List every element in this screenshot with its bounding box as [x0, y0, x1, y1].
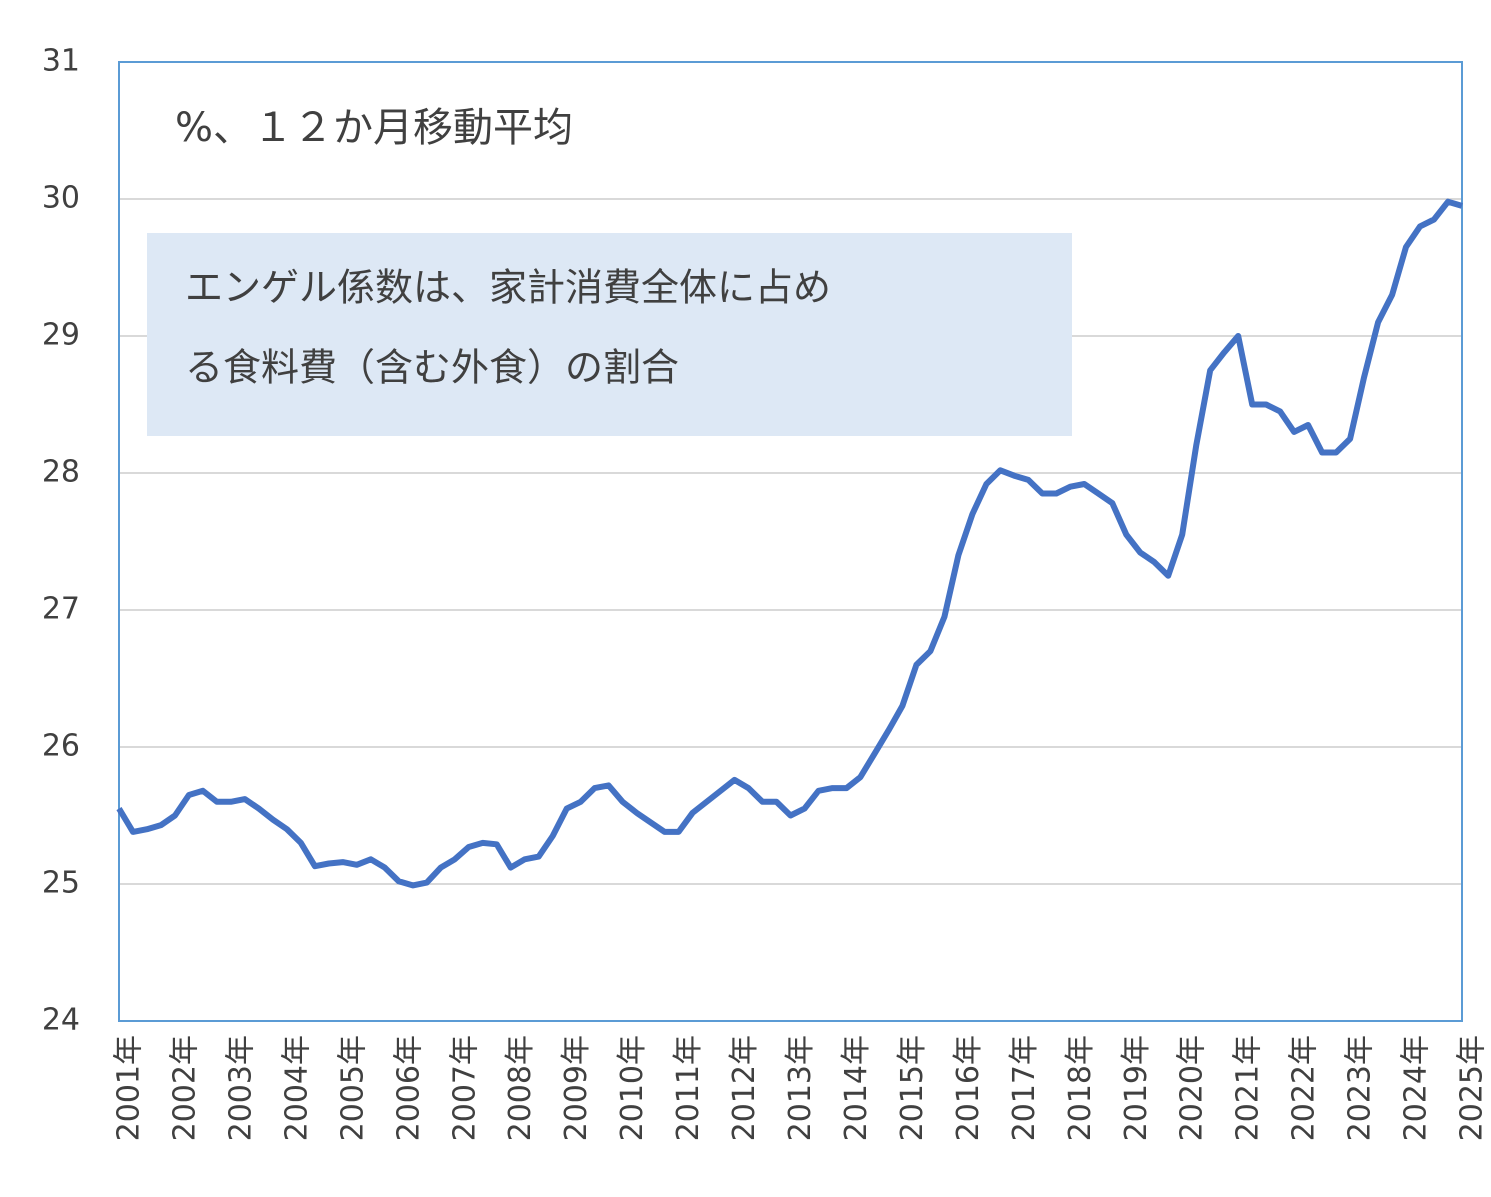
note-box — [147, 233, 1072, 436]
x-tick-label: 2017年 — [1007, 1035, 1042, 1141]
x-tick-label: 2019年 — [1119, 1035, 1154, 1141]
x-tick-label: 2005年 — [335, 1035, 370, 1141]
x-tick-label: 2014年 — [839, 1035, 874, 1141]
x-tick-label: 2010年 — [615, 1035, 650, 1141]
x-tick-label: 2015年 — [895, 1035, 930, 1141]
x-tick-label: 2024年 — [1399, 1035, 1434, 1141]
y-tick-label: 27 — [42, 592, 80, 627]
y-tick-label: 26 — [42, 729, 80, 764]
x-tick-label: 2023年 — [1343, 1035, 1378, 1141]
x-tick-label: 2020年 — [1175, 1035, 1210, 1141]
x-tick-label: 2007年 — [447, 1035, 482, 1141]
note-text: る食料費（含む外食）の割合 — [185, 346, 679, 390]
y-tick-label: 28 — [42, 455, 80, 490]
note-text: エンゲル係数は、家計消費全体に占め — [185, 266, 831, 310]
y-tick-label: 24 — [42, 1003, 80, 1038]
x-tick-label: 2011年 — [671, 1035, 706, 1141]
x-tick-label: 2006年 — [391, 1035, 426, 1141]
annotation: %、１２か月移動平均 — [175, 105, 573, 151]
x-tick-label: 2004年 — [279, 1035, 314, 1141]
y-tick-label: 25 — [42, 866, 80, 901]
x-tick-label: 2008年 — [503, 1035, 538, 1141]
x-tick-label: 2001年 — [112, 1035, 147, 1141]
x-tick-label: 2009年 — [559, 1035, 594, 1141]
y-tick-label: 30 — [42, 181, 80, 216]
x-tick-label: 2012年 — [727, 1035, 762, 1141]
y-tick-label: 31 — [42, 44, 80, 79]
plot-frame — [118, 61, 1463, 1022]
x-tick-label: 2013年 — [783, 1035, 818, 1141]
x-tick-label: 2025年 — [1455, 1035, 1490, 1141]
data-line — [116, 198, 1463, 889]
y-tick-label: 29 — [42, 318, 80, 353]
x-tick-label: 2003年 — [223, 1035, 258, 1141]
x-tick-label: 2018年 — [1063, 1035, 1098, 1141]
x-tick-label: 2016年 — [951, 1035, 986, 1141]
x-tick-label: 2021年 — [1231, 1035, 1266, 1141]
x-tick-label: 2002年 — [167, 1035, 202, 1141]
x-tick-label: 2022年 — [1287, 1035, 1322, 1141]
